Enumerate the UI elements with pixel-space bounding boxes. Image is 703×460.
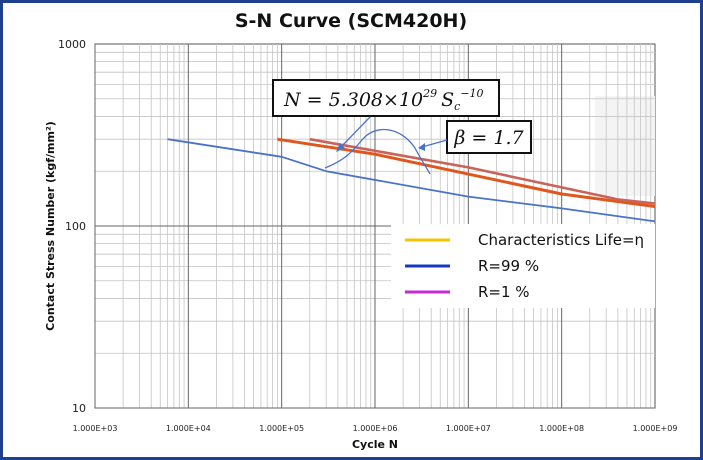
series-line-1 — [277, 137, 656, 208]
x-tick-label: 1.000E+07 — [446, 424, 491, 433]
series-layer — [167, 137, 656, 223]
equation-text: N = 5.308×1029 Sc−10 — [283, 87, 484, 113]
tick-labels: 1.000E+03 1.000E+04 1.000E+05 1.000E+06 1.00… — [58, 38, 677, 433]
callout-arrows — [324, 116, 448, 175]
x-axis-label: Cycle N — [352, 438, 398, 451]
y-tick-label: 10 — [72, 402, 86, 415]
equation-annotation: N = 5.308×1029 Sc−10 — [272, 79, 500, 117]
legend-label-characteristics-life: Characteristics Life=η — [478, 231, 644, 249]
callout-curve — [324, 128, 431, 175]
series-line-2 — [309, 137, 656, 205]
equation-box — [272, 79, 500, 117]
x-tick-label: 1.000E+06 — [353, 424, 398, 433]
beta-box — [446, 120, 532, 154]
beta-annotation: β = 1.7 — [446, 120, 532, 154]
series-line-0 — [167, 138, 656, 223]
chart-title: S-N Curve (SCM420H) — [235, 10, 467, 32]
legend-label-r1: R=1 % — [478, 283, 530, 301]
plot-shade-block — [595, 96, 655, 196]
x-tick-label: 1.000E+08 — [539, 424, 584, 433]
x-tick-label: 1.000E+09 — [633, 424, 678, 433]
x-tick-label: 1.000E+04 — [166, 424, 211, 433]
y-tick-label: 100 — [65, 220, 86, 233]
legend-label-r99: R=99 % — [478, 257, 539, 275]
x-tick-label: 1.000E+03 — [73, 424, 118, 433]
legend: Characteristics Life=η R=99 % R=1 % — [391, 224, 655, 308]
beta-arrow — [421, 139, 448, 148]
equation-arrow — [339, 116, 371, 149]
beta-text: β = 1.7 — [453, 127, 524, 149]
y-tick-label: 1000 — [58, 38, 86, 51]
beta-arrowhead — [418, 143, 425, 151]
y-axis-label: Contact Stress Number (kgf/mm²) — [44, 121, 57, 331]
x-tick-label: 1.000E+05 — [259, 424, 304, 433]
equation-arrowhead — [336, 143, 345, 152]
